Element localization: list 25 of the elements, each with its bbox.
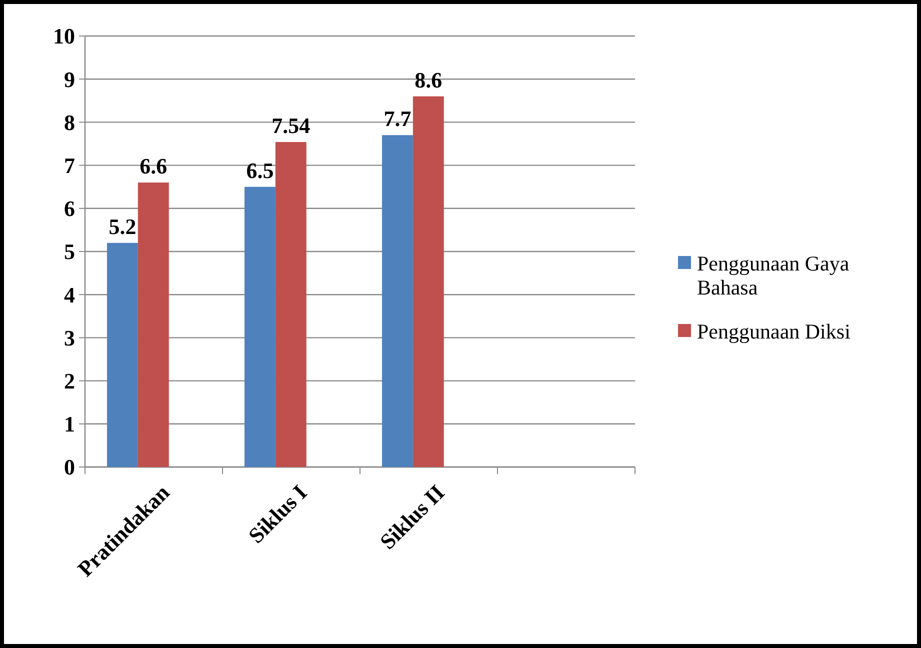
y-tick-label: 6 xyxy=(64,196,75,222)
data-label: 7.7 xyxy=(384,106,412,132)
legend-label: Penggunaan Gaya Bahasa xyxy=(697,251,850,300)
y-tick-label: 2 xyxy=(64,368,75,394)
y-tick-label: 3 xyxy=(64,325,75,350)
y-tick-label: 9 xyxy=(64,66,75,92)
bar xyxy=(412,96,444,467)
legend-label: Penggunaan Diksi xyxy=(697,319,851,344)
bar xyxy=(275,142,306,467)
data-label: 6.6 xyxy=(140,154,168,179)
data-label: 6.5 xyxy=(246,158,274,183)
data-label: 7.54 xyxy=(272,113,310,138)
y-tick-label: 10 xyxy=(53,24,75,49)
bar xyxy=(138,182,169,467)
y-tick-label: 1 xyxy=(64,412,75,437)
bar xyxy=(107,242,138,467)
y-tick-label: 4 xyxy=(64,282,75,308)
y-tick-label: 8 xyxy=(64,110,75,135)
data-label: 5.2 xyxy=(108,214,136,239)
y-tick-label: 5 xyxy=(64,239,75,264)
y-tick-label: 7 xyxy=(64,153,75,178)
bar xyxy=(244,186,276,467)
data-label: 8.6 xyxy=(414,67,442,92)
bar xyxy=(382,135,413,467)
y-tick-label: 0 xyxy=(64,454,75,480)
